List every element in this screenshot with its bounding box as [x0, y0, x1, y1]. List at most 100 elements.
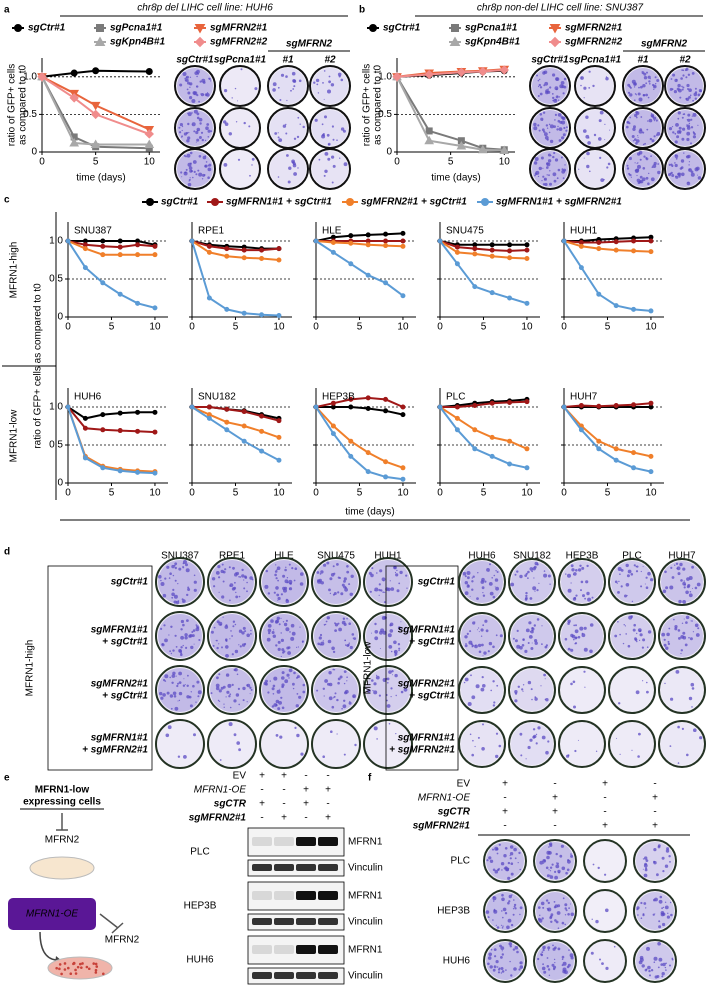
- marker: [477, 144, 488, 154]
- chart-title: HEP3B: [322, 392, 355, 403]
- condition-mark: -: [603, 793, 606, 804]
- colony: [636, 640, 638, 643]
- colony: [645, 859, 649, 862]
- colony: [330, 573, 335, 577]
- colony: [497, 868, 500, 871]
- colony: [625, 563, 629, 568]
- colony: [495, 924, 497, 926]
- colony: [482, 624, 485, 627]
- colony: [334, 622, 336, 625]
- colony: [397, 626, 401, 630]
- colony: [557, 113, 562, 117]
- colony: [542, 906, 545, 909]
- colony: [190, 170, 193, 173]
- series-line: [41, 76, 150, 150]
- x-tick-label: 0: [437, 322, 443, 333]
- colony: [534, 641, 538, 645]
- colony: [240, 68, 243, 71]
- colony: [588, 70, 591, 73]
- condition-mark: -: [304, 813, 307, 824]
- colony: [231, 683, 234, 687]
- colony: [658, 920, 661, 923]
- colony: [688, 593, 693, 598]
- plate-header: #1: [282, 55, 294, 66]
- colony: [288, 677, 290, 679]
- colony: [215, 571, 220, 575]
- colony: [293, 79, 297, 83]
- colony: [180, 628, 183, 631]
- colony: [195, 173, 198, 176]
- colony: [642, 94, 645, 97]
- plate-stain: [210, 668, 254, 712]
- colony: [189, 162, 192, 165]
- colony: [678, 175, 681, 178]
- colony: [561, 168, 564, 171]
- colony: [672, 73, 676, 77]
- colony: [328, 80, 331, 84]
- colony: [632, 140, 635, 142]
- colony: [581, 632, 584, 635]
- colony: [369, 590, 372, 593]
- colony: [265, 569, 268, 573]
- colony: [584, 686, 586, 688]
- colony: [689, 591, 692, 593]
- colony: [507, 876, 511, 881]
- band: [252, 837, 272, 846]
- condition-mark: +: [303, 799, 309, 810]
- colony: [172, 691, 177, 696]
- colony: [275, 644, 278, 647]
- colony: [274, 132, 278, 135]
- colony: [549, 182, 552, 186]
- plate: [658, 558, 706, 606]
- colony: [496, 926, 500, 929]
- colony: [387, 682, 389, 684]
- colony: [181, 129, 183, 132]
- colony: [331, 155, 335, 159]
- colony: [656, 79, 660, 82]
- colony: [567, 754, 570, 757]
- colony: [545, 866, 549, 870]
- x-tick-label: 10: [521, 322, 533, 333]
- colony: [482, 723, 484, 726]
- colony: [665, 849, 670, 853]
- plate-stain: [667, 110, 703, 146]
- colony: [216, 620, 220, 624]
- colony: [694, 167, 699, 172]
- colony: [332, 650, 336, 654]
- colony: [642, 167, 646, 170]
- colony: [290, 623, 295, 628]
- colony: [538, 582, 540, 585]
- colony: [296, 646, 298, 649]
- colony: [500, 967, 504, 970]
- x-tick-label: 10: [149, 488, 161, 499]
- colony: [186, 619, 189, 622]
- column-header: HUH1: [374, 551, 402, 562]
- colony: [158, 574, 162, 579]
- colony: [521, 644, 525, 647]
- colony: [560, 81, 565, 85]
- colony: [589, 170, 591, 173]
- colony: [342, 129, 346, 133]
- colony: [651, 139, 655, 143]
- colony: [196, 69, 200, 74]
- marker: [613, 247, 619, 253]
- colony: [688, 122, 691, 125]
- colony: [196, 75, 198, 78]
- colony: [642, 566, 644, 568]
- colony: [642, 84, 646, 88]
- colony: [677, 629, 681, 632]
- colony: [513, 967, 517, 971]
- colony: [351, 633, 355, 636]
- marker: [135, 409, 141, 415]
- colony: [543, 673, 546, 677]
- marker: [489, 400, 495, 406]
- marker: [365, 450, 371, 456]
- marker: [578, 402, 584, 408]
- colony: [650, 177, 655, 182]
- cell: [92, 962, 96, 965]
- colony: [223, 163, 228, 167]
- colony: [666, 915, 671, 919]
- marker: [549, 36, 561, 48]
- colony: [191, 631, 194, 633]
- colony: [665, 586, 669, 590]
